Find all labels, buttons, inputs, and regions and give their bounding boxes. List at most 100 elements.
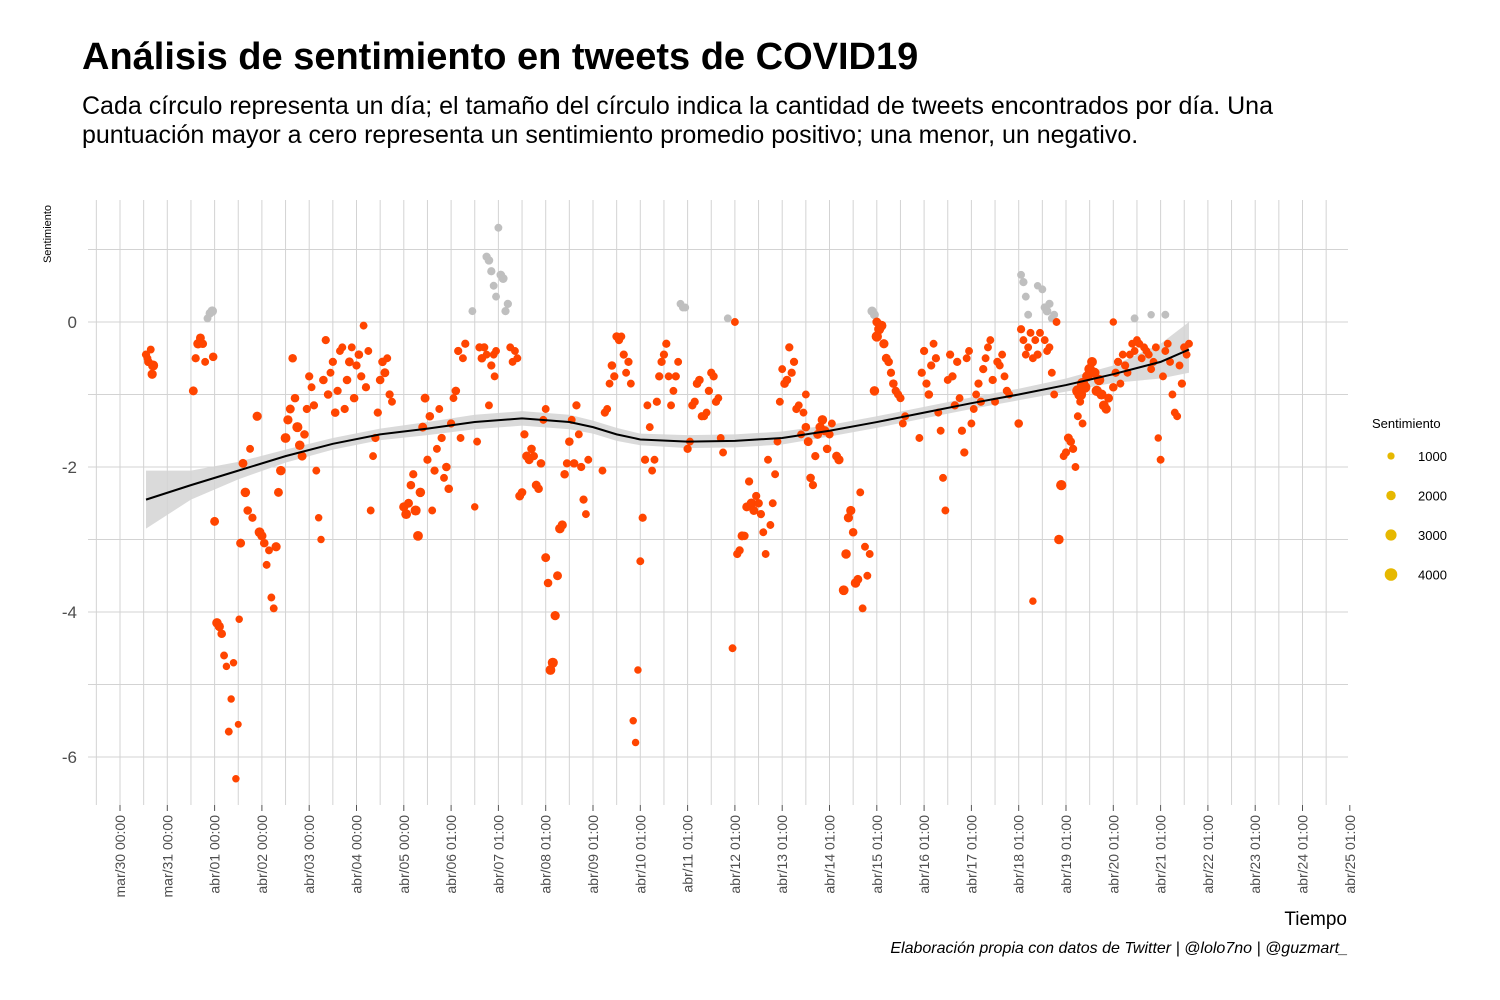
smooth-line-group [145,348,1190,501]
data-point [1173,412,1182,421]
data-point [1068,444,1078,454]
data-point [451,386,461,396]
legend-label: 3000 [1418,528,1447,543]
data-point [584,455,593,464]
data-point [1113,357,1123,367]
x-tick-label: abr/03 00:00 [301,815,317,894]
data-point [572,401,581,410]
data-point [536,459,546,468]
data-point [280,433,291,443]
data-point [655,372,664,381]
data-point [354,350,364,359]
data-point [1033,350,1042,359]
x-tick-label: abr/07 01:00 [490,815,506,894]
data-point [317,535,325,544]
data-point [740,531,749,541]
data-point [534,484,543,494]
data-point [671,372,680,381]
data-point [248,513,257,522]
data-point [188,386,198,396]
data-point [957,426,967,435]
data-point [848,527,858,537]
data-point [513,354,522,363]
data-point [702,408,711,417]
data-point [843,513,854,523]
smooth-line [145,348,1190,501]
data-point [827,419,836,428]
data-point [489,281,498,290]
data-point [290,393,300,403]
data-point [965,347,973,355]
data-point [1101,404,1111,414]
data-point [1024,310,1033,319]
data-point [773,437,782,446]
data-point [235,615,243,623]
data-point [728,644,737,653]
data-point [342,375,352,385]
data-point [794,401,803,410]
data-point [1038,285,1047,294]
data-point [1017,270,1026,279]
data-point [267,593,276,602]
data-point [1130,347,1139,355]
data-point [749,506,759,515]
data-point [435,405,444,413]
data-point [652,397,661,406]
data-point [288,353,297,363]
data-point [428,506,437,515]
data-point [648,466,657,475]
data-point [147,369,157,379]
data-point [485,401,493,410]
data-point [1156,455,1165,464]
chart-subtitle: Cada círculo representa un día; el tamañ… [82,92,1273,149]
data-point [811,451,820,461]
data-point [1050,310,1059,319]
data-point [541,405,550,413]
data-point [1016,325,1026,334]
data-point [569,459,579,468]
data-point [771,470,780,479]
data-point [719,448,728,457]
data-point [841,549,851,559]
data-point [858,604,867,613]
data-point [252,411,262,421]
data-point [444,484,454,494]
data-point [995,361,1004,370]
data-point [1056,479,1067,491]
data-point [227,695,235,703]
data-point [962,354,971,363]
x-tick-label: abr/08 01:00 [538,815,554,894]
data-point [259,538,269,548]
x-tick-label: abr/22 01:00 [1200,815,1216,894]
data-point [1147,365,1156,374]
data-point [931,354,941,363]
data-point [853,574,863,584]
data-point [1047,368,1056,377]
x-tick-label: mar/31 00:00 [159,815,175,898]
data-point [208,352,218,362]
data-point [246,444,255,453]
data-point [388,397,396,406]
data-point [972,390,981,399]
data-point [1045,343,1054,352]
data-point [257,531,267,541]
data-point [746,498,757,509]
data-point [704,386,714,396]
data-point [876,320,887,331]
data-point [764,455,772,464]
data-point [273,487,283,497]
data-point [768,499,777,508]
data-point [1161,310,1170,319]
data-point [557,520,567,530]
data-point [634,666,642,674]
x-tick-label: abr/20 01:00 [1105,815,1121,894]
data-point [889,379,898,388]
data-point [941,506,950,515]
data-point [297,451,307,461]
data-point [869,386,880,396]
data-point [283,415,293,425]
data-point [683,444,692,454]
data-point [1061,448,1071,457]
data-point [622,368,631,377]
x-axis-ticks: mar/30 00:00 mar/31 00:00 abr/01 00:00 abr/… [112,805,1358,898]
